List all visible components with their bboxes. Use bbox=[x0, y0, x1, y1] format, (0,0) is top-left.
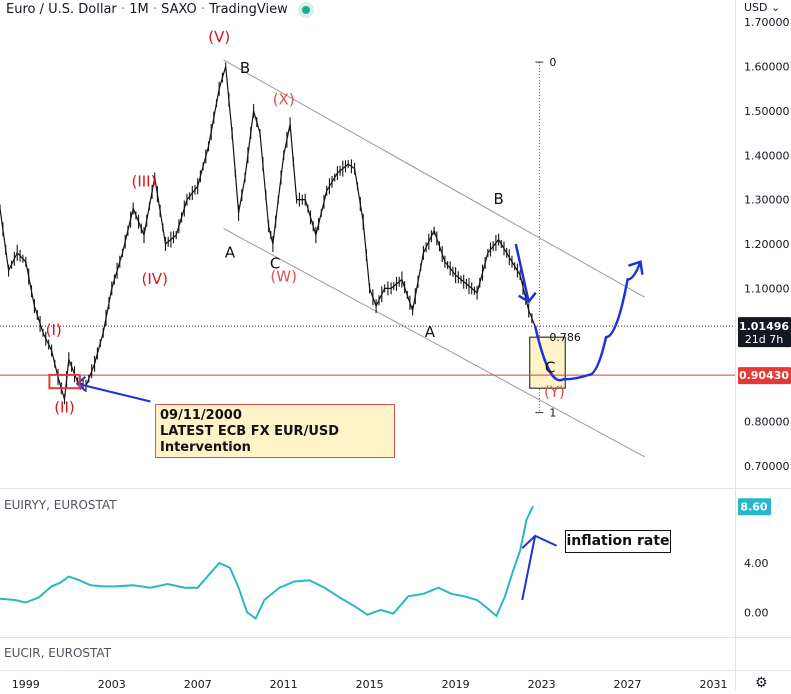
ecb-intervention-note: 09/11/2000 LATEST ECB FX EUR/USD Interve… bbox=[155, 404, 395, 458]
symbol-title[interactable]: Euro / U.S. Dollar bbox=[6, 2, 117, 17]
price-line bbox=[0, 66, 536, 400]
time-tick-label: 2007 bbox=[184, 678, 212, 690]
price-tick-label: 1.50000 bbox=[744, 105, 790, 118]
wave-label: C bbox=[545, 359, 555, 377]
annotation-front-layer: (I) (II) (III) (IV) (V) (X) (W) (Y) A B C A B C 0 0.786… bbox=[46, 28, 644, 601]
wave-label: C bbox=[270, 254, 280, 272]
wave-label: (X) bbox=[273, 90, 295, 108]
projection-curve bbox=[533, 261, 642, 382]
time-tick-label: 2003 bbox=[98, 678, 126, 690]
price-tick-label: 1.70000 bbox=[744, 16, 790, 29]
note-line-3: Intervention bbox=[160, 440, 251, 455]
price-tick-label: 1.60000 bbox=[744, 61, 790, 74]
inflation-rate-label: inflation rate bbox=[565, 530, 671, 553]
target-zone-box bbox=[529, 336, 566, 389]
wave-label: (W) bbox=[270, 268, 297, 286]
interest-rate-pane-title[interactable]: EUCIR, EUROSTAT bbox=[4, 646, 112, 660]
price-tick-label: 1.20000 bbox=[744, 238, 790, 251]
intervention-highlight-box bbox=[48, 373, 81, 390]
wave-label: A bbox=[425, 323, 436, 341]
fib-label: 1 bbox=[549, 407, 556, 420]
price-tick-label: 0.70000 bbox=[744, 460, 790, 473]
platform-label: TradingView bbox=[209, 2, 288, 17]
inflation-pane-title[interactable]: EUIRYY, EUROSTAT bbox=[4, 498, 117, 512]
wave-label: (V) bbox=[208, 28, 230, 46]
bar-countdown: 21d 7h bbox=[745, 333, 783, 346]
channel-lower-line bbox=[223, 228, 645, 458]
annotation-back-layer bbox=[0, 59, 735, 458]
time-tick-label: 2019 bbox=[442, 678, 470, 690]
note-date: 09/11/2000 bbox=[160, 408, 242, 423]
price-tick-label: 0.80000 bbox=[744, 415, 790, 428]
current-price-value: 1.01496 bbox=[739, 320, 789, 333]
price-tick-label: 1.10000 bbox=[744, 282, 790, 295]
inflation-value-badge bbox=[738, 498, 771, 516]
inflation-arrow-head bbox=[521, 534, 558, 549]
market-open-status-icon bbox=[301, 5, 310, 14]
interval-label[interactable]: 1M bbox=[129, 2, 149, 17]
current-price-badge bbox=[738, 317, 791, 348]
down-arrow-shaft bbox=[514, 243, 530, 302]
wave-label: (II) bbox=[54, 399, 75, 417]
wave-label: (IV) bbox=[142, 270, 168, 288]
inflation-arrow-shaft bbox=[521, 535, 537, 601]
time-tick-label: 2031 bbox=[700, 678, 728, 690]
down-arrow-head bbox=[518, 291, 537, 304]
time-tick-label: 1999 bbox=[12, 678, 40, 690]
wave-label: (III) bbox=[131, 172, 156, 190]
wave-label: B bbox=[240, 59, 250, 77]
axes-layer: 1.70000 1.60000 1.50000 1.40000 1.30000 1.200… bbox=[12, 16, 790, 691]
intervention-arrow-shaft bbox=[77, 382, 151, 403]
time-tick-label: 2015 bbox=[356, 678, 384, 690]
fib-label: 0.786 bbox=[549, 331, 581, 344]
time-tick-label: 2027 bbox=[614, 678, 642, 690]
inflation-tick-label: 4.00 bbox=[744, 557, 769, 570]
intervention-arrow-head bbox=[75, 375, 87, 392]
note-line-2: LATEST ECB FX EUR/USD bbox=[160, 424, 340, 439]
support-price-badge bbox=[738, 367, 791, 385]
price-tick-label: 1.30000 bbox=[744, 194, 790, 207]
support-price-value: 0.90430 bbox=[739, 369, 789, 382]
exchange-label: SAXO bbox=[161, 2, 197, 17]
wave-label: (I) bbox=[46, 321, 62, 339]
time-tick-label: 2023 bbox=[528, 678, 556, 690]
chart-header: Euro / U.S. Dollar · 1M · SAXO · Trading… bbox=[6, 2, 310, 17]
fib-label: 0 bbox=[549, 56, 556, 69]
inflation-tick-label: 0.00 bbox=[744, 606, 769, 619]
series-layer bbox=[0, 62, 536, 621]
currency-selector[interactable]: USD ⌄ bbox=[744, 1, 781, 14]
projection-arrowhead bbox=[628, 260, 644, 275]
inflation-current-value: 8.60 bbox=[740, 500, 767, 513]
wave-label: (Y) bbox=[544, 383, 565, 401]
wave-label: B bbox=[493, 190, 503, 208]
price-tick-label: 1.40000 bbox=[744, 149, 790, 162]
time-tick-label: 2011 bbox=[270, 678, 298, 690]
wave-label: A bbox=[225, 243, 236, 261]
channel-upper-line bbox=[223, 59, 645, 298]
settings-gear-icon[interactable]: ⚙ bbox=[755, 675, 768, 691]
inflation-line bbox=[0, 505, 534, 621]
